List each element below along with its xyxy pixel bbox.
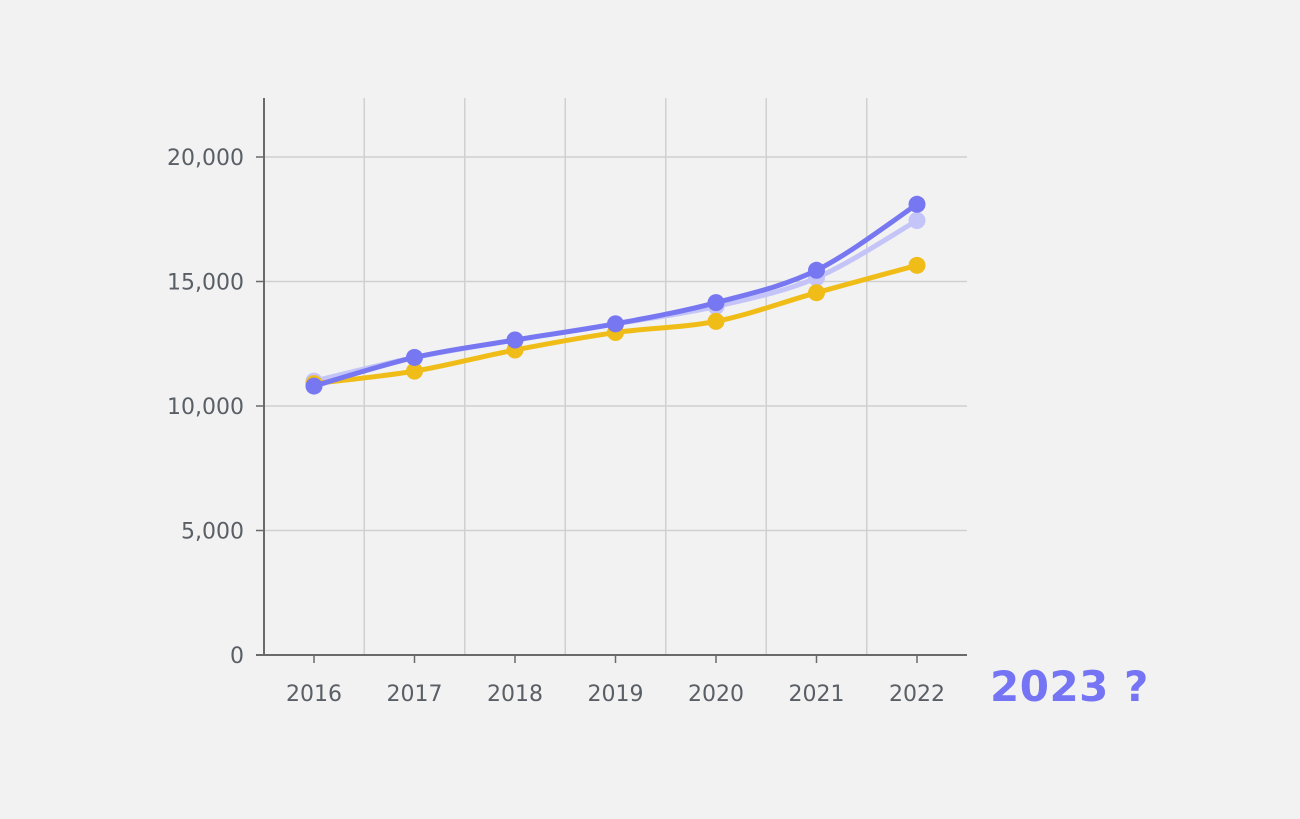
x-tick-label: 2020: [688, 682, 744, 707]
y-tick-label: 20,000: [167, 146, 244, 171]
y-tick-label: 15,000: [167, 271, 244, 296]
data-point[interactable]: [707, 294, 725, 312]
data-point[interactable]: [908, 195, 926, 213]
data-point[interactable]: [808, 284, 825, 302]
data-point[interactable]: [908, 211, 926, 229]
data-point[interactable]: [406, 362, 423, 380]
data-point[interactable]: [305, 377, 323, 395]
data-point[interactable]: [707, 312, 725, 330]
y-tick-label: 0: [230, 644, 244, 669]
x-tick-label: 2022: [889, 682, 945, 707]
data-point[interactable]: [908, 256, 926, 274]
y-tick-labels: 0 5,000 10,000 15,000 20,000: [167, 146, 244, 669]
series-line: [311, 201, 920, 389]
series-layer: [305, 195, 926, 395]
x-tick-label: 2019: [588, 682, 644, 707]
series-2: [305, 195, 926, 395]
y-tick-label: 5,000: [181, 520, 244, 545]
y-tick-label: 10,000: [167, 395, 244, 420]
axes: [256, 98, 967, 663]
series-line: [311, 217, 920, 384]
x-tick-label: 2016: [286, 682, 342, 707]
x-tick-labels: 2016 2017 2018 2019 2020 2021 2022: [286, 682, 945, 707]
data-point[interactable]: [808, 261, 825, 279]
x-tick-label: 2021: [789, 682, 845, 707]
forecast-question-label: 2023 ?: [990, 662, 1149, 711]
x-tick-label: 2017: [387, 682, 443, 707]
x-tick-label: 2018: [487, 682, 543, 707]
data-point[interactable]: [406, 348, 423, 366]
data-point[interactable]: [506, 331, 524, 349]
data-point[interactable]: [607, 315, 624, 333]
